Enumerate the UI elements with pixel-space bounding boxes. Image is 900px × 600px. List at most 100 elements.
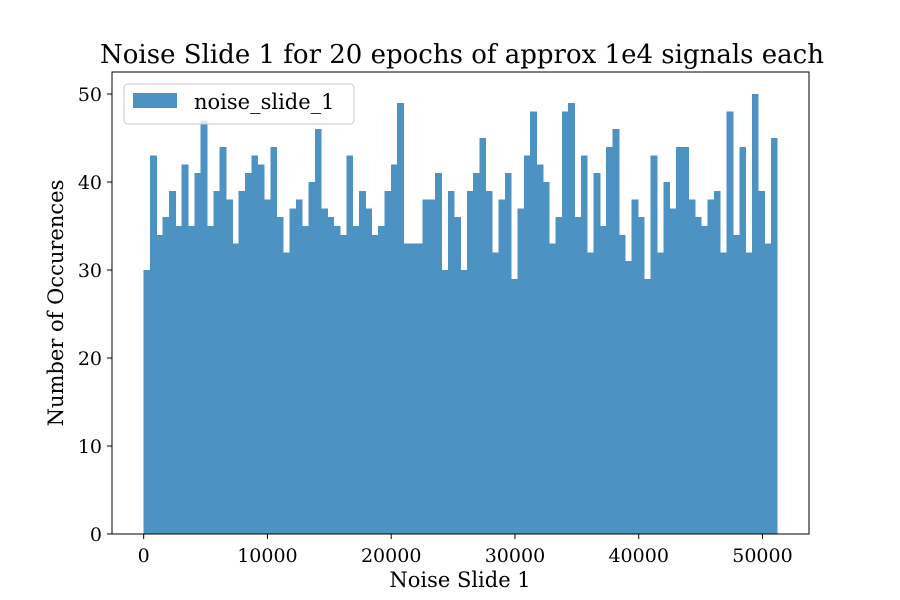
histogram-bar — [270, 146, 278, 535]
histogram-bar — [694, 217, 702, 534]
histogram-bar — [492, 252, 499, 534]
histogram-bar — [245, 173, 252, 534]
histogram-bar — [397, 102, 404, 535]
histogram-bar — [384, 190, 392, 535]
histogram-bar — [682, 146, 690, 535]
bars-group — [143, 94, 778, 535]
histogram-bar — [580, 155, 588, 534]
histogram-bar — [302, 226, 309, 534]
y-tick-label: 40 — [78, 172, 102, 194]
histogram-bar — [764, 243, 772, 534]
histogram-bar — [378, 226, 385, 534]
histogram-bar — [257, 164, 265, 534]
histogram-bar — [713, 190, 721, 535]
histogram-bar — [416, 243, 423, 534]
y-axis: 0 10 20 30 40 50 — [78, 84, 112, 546]
y-tick-label: 10 — [78, 436, 102, 458]
histogram-bar — [390, 164, 398, 534]
histogram-bar — [466, 190, 474, 535]
histogram-bar — [479, 138, 487, 534]
y-axis-label: Number of Occurences — [44, 180, 68, 427]
histogram-bar — [403, 243, 411, 534]
x-tick-label: 30000 — [485, 545, 545, 567]
histogram-bar — [485, 190, 493, 535]
histogram-bar — [504, 173, 512, 534]
x-axis: 0 10000 20000 30000 40000 50000 — [138, 534, 793, 567]
histogram-bar — [283, 252, 290, 534]
histogram-bar — [314, 129, 322, 534]
histogram-bar — [599, 226, 607, 534]
histogram-bar — [162, 217, 170, 534]
histogram-bar — [156, 234, 164, 535]
y-tick-label: 50 — [78, 84, 102, 106]
histogram-bar — [707, 199, 715, 534]
x-tick-label: 10000 — [237, 545, 297, 567]
histogram-bar — [359, 190, 366, 535]
x-tick-label: 0 — [138, 545, 150, 567]
legend-swatch — [133, 93, 177, 108]
histogram-bar — [289, 208, 297, 534]
histogram-bar — [365, 208, 373, 534]
histogram-bar — [637, 217, 645, 534]
chart-title: Noise Slide 1 for 20 epochs of approx 1e… — [100, 40, 824, 70]
histogram-bar — [739, 146, 747, 535]
histogram-bar — [232, 243, 240, 534]
histogram-bar — [251, 155, 259, 534]
histogram-bar — [631, 199, 639, 534]
histogram-bar — [574, 217, 582, 534]
y-tick-label: 20 — [78, 348, 102, 370]
y-tick-label: 30 — [78, 260, 102, 282]
histogram-bar — [593, 173, 601, 534]
histogram-bar — [732, 234, 740, 535]
legend-box — [123, 83, 355, 125]
histogram-bar — [340, 234, 347, 535]
x-tick-label: 50000 — [732, 545, 792, 567]
histogram-bar — [745, 252, 753, 534]
histogram-bar — [644, 278, 651, 534]
histogram-bar — [498, 199, 506, 534]
histogram-bar — [751, 94, 759, 534]
histogram-bar — [226, 199, 233, 534]
histogram-bar — [511, 278, 518, 534]
legend: noise_slide_1 — [123, 83, 355, 125]
histogram-bar — [669, 208, 677, 534]
x-tick-label: 20000 — [361, 545, 421, 567]
histogram-bar — [675, 146, 683, 535]
histogram-bar — [143, 270, 151, 534]
histogram-bar — [460, 270, 468, 534]
x-tick-label: 40000 — [608, 545, 668, 567]
histogram-bar — [327, 217, 335, 534]
histogram-bar — [656, 252, 664, 534]
histogram-bar — [219, 146, 227, 535]
histogram-bar — [264, 199, 271, 534]
histogram-bar — [555, 217, 563, 534]
histogram-bar — [213, 190, 221, 535]
histogram-bar — [454, 217, 461, 534]
histogram-bar — [568, 102, 575, 535]
x-axis-label: Noise Slide 1 — [389, 568, 530, 592]
histogram-bar — [701, 226, 709, 534]
histogram-bar — [422, 199, 430, 534]
histogram-bar — [409, 243, 417, 534]
histogram-bar — [517, 208, 525, 534]
histogram-bar — [200, 120, 208, 535]
histogram-bar — [276, 217, 284, 534]
histogram-bar — [688, 199, 696, 534]
histogram-bar — [650, 155, 658, 534]
histogram-bar — [523, 155, 531, 534]
histogram-bar — [587, 252, 594, 534]
histogram-bar — [447, 190, 455, 535]
histogram-bar — [321, 208, 328, 534]
histogram-bar — [618, 234, 626, 535]
histogram-bar — [663, 182, 670, 534]
histogram-bar — [536, 164, 544, 534]
histogram-bar — [435, 173, 442, 534]
histogram-bar — [530, 111, 537, 534]
histogram-bar — [770, 138, 778, 534]
histogram-bar — [295, 199, 303, 534]
histogram-bar — [175, 226, 183, 534]
legend-label: noise_slide_1 — [194, 90, 335, 114]
histogram-bar — [207, 226, 214, 534]
histogram-bar — [473, 173, 480, 534]
